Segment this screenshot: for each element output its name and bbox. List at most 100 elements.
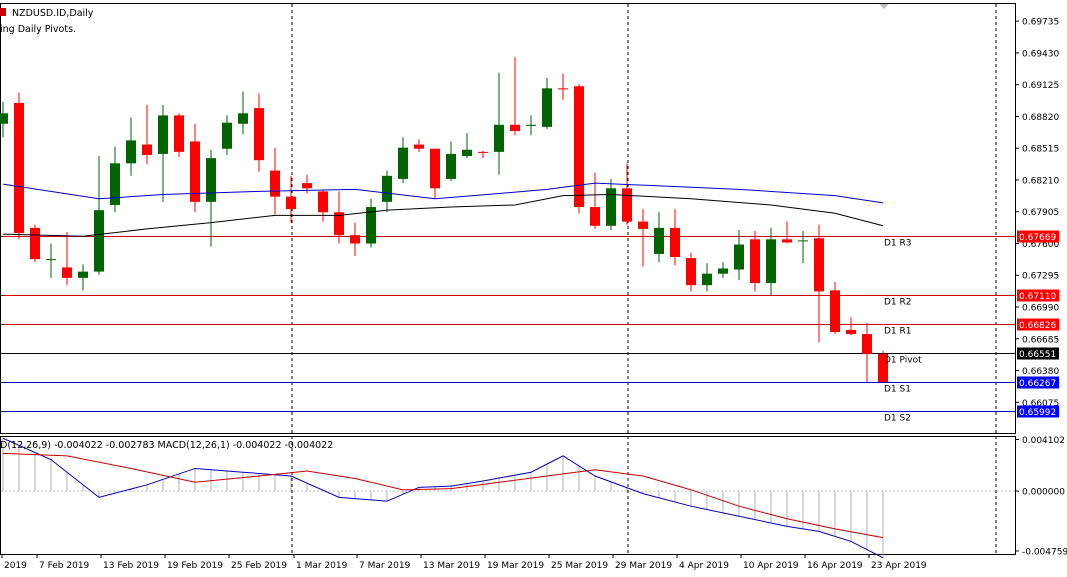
- candle-body-53: [846, 329, 856, 335]
- candle-body-24: [382, 175, 392, 202]
- candle-body-54: [862, 334, 872, 354]
- pivot-price-tag-text-4: 0.66267: [1019, 379, 1056, 389]
- candle-body-37: [590, 207, 600, 226]
- candle-body-30: [478, 151, 488, 153]
- price-tick-label-11: 0.66380: [1022, 367, 1059, 377]
- pivot-price-tag-text-5: 0.65992: [1019, 408, 1056, 418]
- time-axis: 2019 7 Feb 2019 13 Feb 2019 19 Feb 2019 25 F…: [1, 554, 927, 571]
- candle-body-49: [782, 239, 792, 243]
- candles: [0, 57, 888, 384]
- candle-body-10: [158, 115, 168, 154]
- candle-body-4: [62, 267, 72, 278]
- candle-body-29: [462, 149, 472, 157]
- pivot-price-tag-1: [1017, 289, 1059, 302]
- pivot-price-tag-2: [1017, 318, 1059, 331]
- macd-axis: 0.004102 0.000000 -0.004759: [1015, 436, 1067, 557]
- candle-body-43: [686, 258, 696, 286]
- candle-body-51: [814, 238, 824, 292]
- price-tick-label-1: 0.69430: [1022, 49, 1059, 59]
- time-tick-label-13: 16 Apr 2019: [807, 561, 863, 571]
- price-tick-label-5: 0.68210: [1022, 176, 1059, 186]
- candle-body-27: [430, 148, 440, 189]
- pivot-label-4: D1 S1: [884, 385, 911, 395]
- candle-body-9: [142, 144, 152, 155]
- time-tick-label-4: 25 Feb 2019: [231, 561, 287, 571]
- candle-body-22: [350, 235, 360, 244]
- symbol-icon: [0, 8, 6, 16]
- pivot-price-tag-text-3: 0.66551: [1019, 350, 1056, 360]
- pivot-price-tag-text-2: 0.66826: [1019, 321, 1056, 331]
- time-tick-label-7: 13 Mar 2019: [423, 561, 480, 571]
- candle-body-21: [334, 212, 344, 236]
- pivot-price-tag-3: [1017, 347, 1059, 360]
- moving-averages: [2, 182, 884, 237]
- candle-body-14: [222, 122, 232, 149]
- pivot-price-tag-text-0: 0.67669: [1019, 233, 1056, 243]
- pivot-label-5: D1 S2: [884, 414, 911, 424]
- time-tick-label-3: 19 Feb 2019: [167, 561, 223, 571]
- candle-body-46: [734, 244, 744, 270]
- price-tick-label-7: 0.67600: [1022, 240, 1059, 250]
- price-tick-label-3: 0.68820: [1022, 113, 1059, 123]
- candle-body-32: [510, 124, 520, 132]
- macd-panel-frame: [0, 436, 1016, 555]
- candle-body-41: [654, 227, 664, 254]
- time-tick-label-11: 4 Apr 2019: [679, 561, 729, 571]
- signal-line: [2, 452, 884, 539]
- time-tick-label-10: 29 Mar 2019: [615, 561, 672, 571]
- macd-tick-label-2: -0.004759: [1022, 547, 1067, 557]
- candle-body-3: [46, 259, 56, 261]
- candle-body-52: [830, 290, 840, 332]
- symbol-title: NZDUSD.ID,Daily: [12, 8, 94, 19]
- price-tick-label-12: 0.66075: [1022, 399, 1059, 409]
- candle-body-12: [190, 141, 200, 202]
- price-tick-label-0: 0.69735: [1022, 18, 1059, 28]
- macd-tick-label-0: 0.004102: [1022, 436, 1065, 446]
- pivot-price-tag-text-1: 0.67110: [1019, 292, 1056, 302]
- candle-body-8: [126, 140, 136, 164]
- candle-body-7: [110, 163, 120, 205]
- pivot-price-tag-0: [1017, 230, 1059, 243]
- candle-body-23: [366, 207, 376, 244]
- time-tick-label-2: 13 Feb 2019: [103, 561, 159, 571]
- candle-body-16: [254, 108, 264, 161]
- scroll-marker-icon[interactable]: [879, 4, 889, 9]
- indicator-note: ing Daily Pivots.: [0, 24, 76, 35]
- time-tick-label-9: 25 Mar 2019: [551, 561, 608, 571]
- candle-body-39: [622, 188, 632, 222]
- price-axis: 0.69735 0.69430 0.69125 0.68820 0.68515 0.682…: [1015, 18, 1059, 409]
- time-tick-label-1: 7 Feb 2019: [39, 561, 90, 571]
- candle-body-15: [238, 113, 248, 124]
- candle-body-48: [766, 239, 776, 284]
- candle-body-17: [270, 170, 280, 197]
- macd-tick-label-1: 0.000000: [1022, 488, 1065, 498]
- candle-body-28: [446, 153, 456, 179]
- price-tick-label-6: 0.67905: [1022, 208, 1059, 218]
- candle-body-1: [14, 102, 24, 234]
- candle-body-50: [798, 240, 808, 242]
- price-tick-label-10: 0.66685: [1022, 335, 1059, 345]
- candle-body-5: [78, 271, 88, 278]
- candle-body-6: [94, 210, 104, 272]
- macd-header: D(12,26,9) -0.004022 -0.002783 MACD(12,2…: [0, 440, 333, 451]
- candle-body-36: [574, 86, 584, 208]
- time-tick-label-6: 7 Mar 2019: [359, 561, 411, 571]
- candle-body-2: [30, 227, 40, 260]
- macd-lines: [2, 437, 884, 559]
- candle-body-33: [526, 124, 536, 126]
- candle-body-40: [638, 221, 648, 229]
- pivot-label-3: D1 Pivot: [884, 356, 922, 366]
- pivot-label-1: D1 R2: [884, 298, 912, 308]
- candle-body-38: [606, 188, 616, 226]
- candle-body-25: [398, 147, 408, 179]
- candle-body-19: [302, 183, 312, 189]
- candle-body-44: [702, 273, 712, 286]
- candle-body-34: [542, 88, 552, 127]
- pivot-label-2: D1 R1: [884, 327, 912, 337]
- time-tick-label-5: 1 Mar 2019: [296, 561, 348, 571]
- candle-body-0: [0, 113, 8, 124]
- time-tick-label-14: 23 Apr 2019: [871, 561, 927, 571]
- candle-body-47: [750, 239, 760, 284]
- candle-body-18: [286, 196, 296, 210]
